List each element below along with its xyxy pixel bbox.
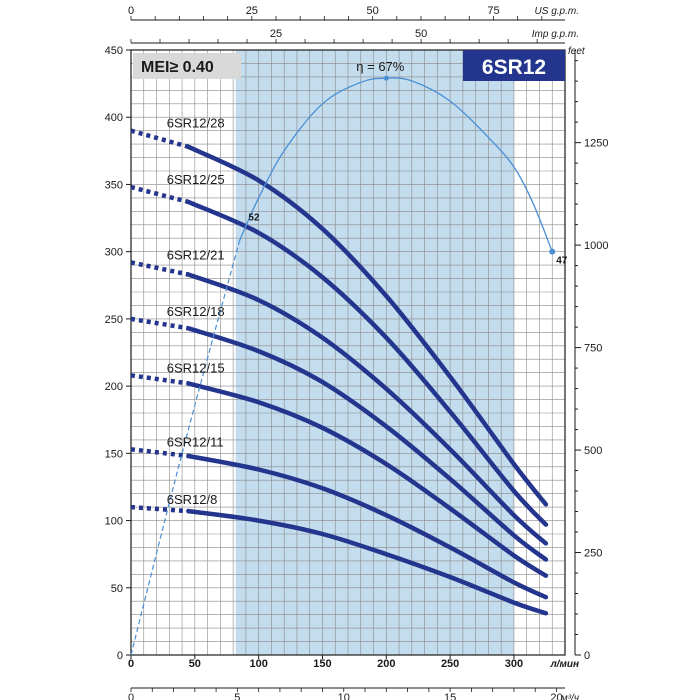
left-axis-tick-label: 400 [105, 112, 123, 124]
series-label: 6SR12/28 [167, 116, 225, 131]
head-curve [186, 199, 549, 527]
head-curve [186, 381, 549, 578]
left-axis-tick-label: 200 [105, 381, 123, 393]
left-axis-tick-label: 250 [105, 314, 123, 326]
head-curve [186, 453, 549, 600]
head-curves [130, 128, 549, 616]
head-curve-dashed [130, 504, 189, 514]
head-curve [186, 144, 549, 507]
top-us-gpm-axis-unit: US g.p.m. [535, 6, 579, 17]
top-imp-gpm-axis-unit: Imp g.p.m. [532, 29, 579, 40]
bottom-lpm-axis-tick-label: 200 [377, 658, 395, 670]
right-axis-tick-label: 0 [584, 650, 590, 662]
series-labels: 6SR12/28 6SR12/25 6SR12/21 6SR12/18 6SR12/15… [167, 116, 225, 507]
efficiency-end-label: 47 [556, 256, 568, 267]
right-axis-tick-label: 1000 [584, 240, 608, 252]
top-imp-gpm-axis-tick-label: 25 [270, 28, 282, 40]
efficiency-peak-marker [383, 75, 389, 81]
efficiency-peak-label: η = 67% [356, 59, 405, 74]
right-axis-tick-label: 1250 [584, 138, 608, 150]
head-curve-dashed [130, 447, 189, 459]
bottom-lpm-axis-tick-label: 150 [313, 658, 331, 670]
bottom-m3h-axis-tick-label: 5 [234, 692, 240, 700]
series-label: 6SR12/11 [167, 434, 224, 449]
left-axis-tick-label: 50 [111, 583, 123, 595]
head-curve [186, 272, 549, 546]
left-axis-tick-label: 450 [105, 45, 123, 57]
top-us-gpm-axis-tick-label: 0 [128, 5, 134, 17]
top-us-gpm-axis-tick-label: 25 [246, 5, 258, 17]
series-label: 6SR12/15 [167, 360, 225, 375]
bottom-lpm-axis-unit: л/мин [549, 659, 579, 670]
right-axis-tick-label: 500 [584, 445, 602, 457]
efficiency-curve-group: η = 67% 52 47 [130, 59, 568, 656]
efficiency-curve-dashed [130, 240, 241, 656]
bottom-lpm-axis-tick-label: 50 [189, 658, 201, 670]
axes: 0501001502002503003504004500250500750100… [105, 5, 609, 700]
left-axis-tick-label: 350 [105, 179, 123, 191]
bottom-lpm-axis-tick-label: 0 [128, 658, 134, 670]
head-curve-dashed [130, 373, 189, 386]
bottom-lpm-axis-tick-label: 300 [505, 658, 523, 670]
operating-range-band [235, 50, 514, 655]
model-badge: 6SR12 [463, 50, 565, 81]
top-us-gpm-axis-tick-label: 50 [367, 5, 379, 17]
series-label: 6SR12/18 [167, 304, 225, 319]
bottom-m3h-axis-tick-label: 0 [128, 692, 134, 700]
right-axis-tick-label: 250 [584, 548, 602, 560]
bottom-m3h-axis-unit: м³/ч [561, 693, 579, 700]
plot-frame [130, 49, 566, 656]
right-axis-tick-label: 750 [584, 343, 602, 355]
left-axis-tick-label: 150 [105, 448, 123, 460]
series-label: 6SR12/25 [167, 172, 225, 187]
efficiency-curve [238, 77, 553, 252]
efficiency-end-marker [549, 248, 556, 255]
head-curve-dashed [130, 128, 190, 149]
left-axis-tick-label: 300 [105, 247, 123, 259]
head-curve-dashed [130, 316, 189, 331]
model-badge-text: 6SR12 [482, 56, 546, 79]
left-axis-tick-label: 100 [105, 516, 123, 528]
bottom-lpm-axis-tick-label: 250 [441, 658, 459, 670]
head-curve [186, 508, 549, 616]
series-label: 6SR12/8 [167, 492, 218, 507]
mei-badge-text: MEI≥ 0.40 [141, 59, 214, 76]
left-axis-tick-label: 0 [117, 650, 123, 662]
top-us-gpm-axis-tick-label: 75 [487, 5, 499, 17]
right-axis-unit: feet [568, 46, 586, 57]
head-curve [186, 326, 549, 562]
bottom-lpm-axis-tick-label: 100 [249, 658, 267, 670]
bottom-m3h-axis-tick-label: 10 [338, 692, 350, 700]
bottom-m3h-axis-tick-label: 20 [550, 692, 562, 700]
efficiency-start-label: 52 [248, 213, 260, 224]
series-label: 6SR12/21 [167, 247, 225, 262]
bottom-m3h-axis-tick-label: 15 [444, 692, 456, 700]
head-curve-dashed [130, 184, 189, 205]
top-imp-gpm-axis-tick-label: 50 [415, 28, 427, 40]
head-curve-dashed [130, 260, 189, 277]
mei-badge: MEI≥ 0.40 [133, 53, 241, 79]
